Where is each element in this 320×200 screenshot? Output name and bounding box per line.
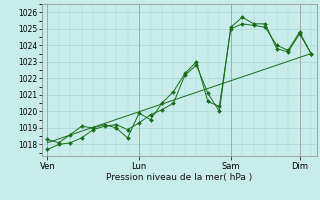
X-axis label: Pression niveau de la mer( hPa ): Pression niveau de la mer( hPa ) [106,173,252,182]
